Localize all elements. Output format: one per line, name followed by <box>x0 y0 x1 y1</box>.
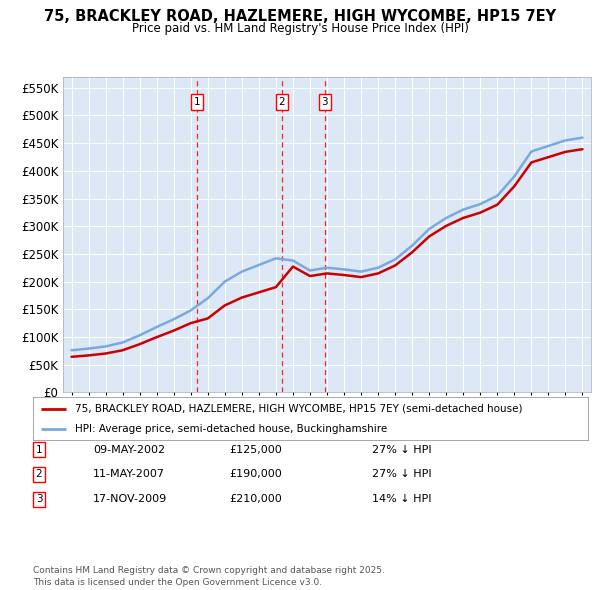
Text: 2: 2 <box>279 97 286 107</box>
Text: 2: 2 <box>35 470 43 479</box>
Text: 09-MAY-2002: 09-MAY-2002 <box>93 445 165 454</box>
Text: HPI: Average price, semi-detached house, Buckinghamshire: HPI: Average price, semi-detached house,… <box>74 424 387 434</box>
Text: 11-MAY-2007: 11-MAY-2007 <box>93 470 165 479</box>
Text: 17-NOV-2009: 17-NOV-2009 <box>93 494 167 504</box>
Text: £125,000: £125,000 <box>229 445 282 454</box>
Text: 3: 3 <box>35 494 43 504</box>
Text: Price paid vs. HM Land Registry's House Price Index (HPI): Price paid vs. HM Land Registry's House … <box>131 22 469 35</box>
Text: £210,000: £210,000 <box>229 494 282 504</box>
Text: 1: 1 <box>35 445 43 454</box>
Text: 75, BRACKLEY ROAD, HAZLEMERE, HIGH WYCOMBE, HP15 7EY: 75, BRACKLEY ROAD, HAZLEMERE, HIGH WYCOM… <box>44 9 556 24</box>
Text: 75, BRACKLEY ROAD, HAZLEMERE, HIGH WYCOMBE, HP15 7EY (semi-detached house): 75, BRACKLEY ROAD, HAZLEMERE, HIGH WYCOM… <box>74 404 522 414</box>
Text: 3: 3 <box>322 97 328 107</box>
Text: 14% ↓ HPI: 14% ↓ HPI <box>372 494 431 504</box>
Text: £190,000: £190,000 <box>229 470 282 479</box>
Text: 27% ↓ HPI: 27% ↓ HPI <box>372 445 431 454</box>
Text: Contains HM Land Registry data © Crown copyright and database right 2025.
This d: Contains HM Land Registry data © Crown c… <box>33 566 385 587</box>
Text: 27% ↓ HPI: 27% ↓ HPI <box>372 470 431 479</box>
Text: 1: 1 <box>194 97 200 107</box>
